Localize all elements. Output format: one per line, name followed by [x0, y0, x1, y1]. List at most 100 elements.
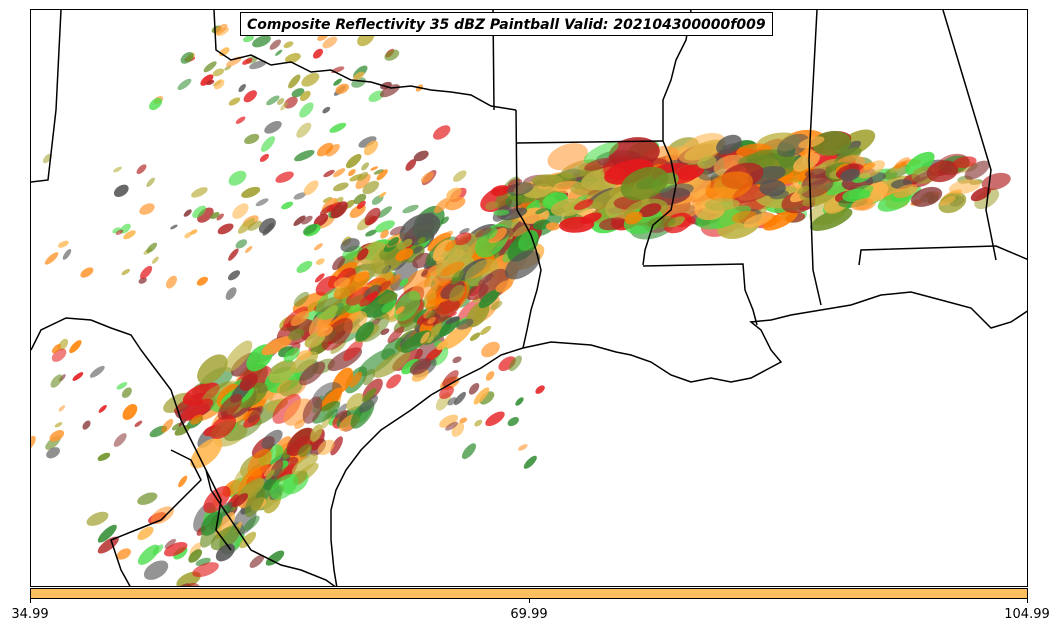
reflectivity-blob [583, 141, 619, 164]
reflectivity-blob [459, 228, 470, 235]
reflectivity-blob [358, 136, 377, 148]
reflectivity-blob [704, 198, 740, 211]
reflectivity-blob [239, 531, 257, 549]
reflectivity-blob [353, 71, 365, 81]
reflectivity-blob [149, 97, 163, 111]
reflectivity-blob [317, 439, 335, 456]
reflectivity-blob [332, 182, 349, 192]
reflectivity-blob [677, 132, 726, 164]
reflectivity-blob [486, 227, 498, 240]
reflectivity-blob [72, 372, 84, 381]
reflectivity-blob [284, 96, 298, 109]
reflectivity-blob [238, 83, 246, 93]
reflectivity-blob [113, 433, 127, 447]
reflectivity-blob [926, 160, 959, 183]
reflectivity-blob [97, 536, 119, 554]
reflectivity-blob [151, 256, 159, 264]
reflectivity-blob [970, 187, 992, 202]
reflectivity-blob [449, 284, 465, 302]
reflectivity-blob [444, 239, 456, 252]
reflectivity-blob [638, 203, 662, 218]
reflectivity-blob [121, 268, 131, 276]
reflectivity-blob [115, 229, 124, 235]
reflectivity-blob [49, 429, 65, 442]
reflectivity-blob [244, 245, 253, 254]
reflectivity-blob [659, 183, 694, 199]
reflectivity-blob [532, 219, 551, 230]
reflectivity-blob [123, 230, 136, 240]
reflectivity-blob [191, 187, 208, 198]
reflectivity-blob [209, 415, 237, 439]
reflectivity-blob [425, 310, 435, 320]
reflectivity-blob [316, 142, 334, 157]
colorbar [30, 588, 1028, 599]
reflectivity-blob [363, 368, 375, 386]
reflectivity-blob [797, 185, 810, 195]
reflectivity-blob [490, 185, 510, 197]
reflectivity-blob [473, 387, 490, 405]
reflectivity-blob [417, 212, 435, 226]
reflectivity-blob [247, 220, 262, 231]
reflectivity-blob [322, 196, 333, 203]
reflectivity-blob [51, 343, 61, 354]
mississippi-river [642, 10, 692, 266]
reflectivity-blob [384, 49, 400, 61]
reflectivity-blob [98, 404, 107, 413]
texas-coastline [330, 347, 524, 586]
reflectivity-blob [217, 393, 243, 420]
reflectivity-blob [475, 227, 492, 238]
reflectivity-blob [380, 229, 389, 239]
reflectivity-blob [212, 68, 225, 77]
reflectivity-paintball-layer [31, 23, 1011, 586]
reflectivity-blob [180, 51, 194, 64]
reflectivity-blob [427, 336, 434, 344]
reflectivity-blob [266, 95, 280, 106]
reflectivity-blob [759, 179, 786, 197]
reflectivity-blob [241, 186, 261, 198]
reflectivity-blob [217, 223, 234, 235]
reflectivity-blob [325, 143, 340, 157]
reflectivity-blob [446, 187, 462, 200]
reflectivity-blob [288, 328, 305, 341]
reflectivity-blob [345, 154, 362, 169]
reflectivity-blob [411, 369, 429, 382]
reflectivity-blob [296, 349, 312, 361]
reflectivity-blob [440, 261, 465, 277]
reflectivity-blob [858, 160, 886, 179]
reflectivity-blob [200, 511, 223, 536]
reflectivity-blob [531, 174, 564, 187]
reflectivity-blob [420, 269, 429, 277]
reflectivity-blob [86, 511, 109, 526]
reflectivity-blob [893, 161, 907, 169]
reflectivity-blob [523, 455, 537, 469]
reflectivity-blob [232, 203, 249, 219]
reflectivity-blob [624, 211, 643, 225]
reflectivity-blob [224, 65, 232, 71]
reflectivity-blob [216, 213, 224, 221]
reflectivity-blob [547, 143, 588, 171]
reflectivity-blob [249, 60, 267, 70]
reflectivity-blob [420, 171, 434, 184]
reflectivity-blob [848, 184, 874, 200]
reflectivity-blob [137, 526, 154, 541]
reflectivity-blob [535, 385, 545, 394]
reflectivity-blob [953, 156, 977, 169]
reflectivity-blob [297, 444, 313, 457]
colorbar-tick-label-mid: 69.99 [510, 607, 548, 622]
reflectivity-blob [343, 340, 363, 362]
reflectivity-blob [262, 222, 274, 236]
reflectivity-blob [184, 232, 192, 239]
reflectivity-blob [420, 331, 430, 344]
reflectivity-blob [893, 184, 918, 199]
reflectivity-blob [434, 197, 450, 214]
reflectivity-blob [183, 209, 192, 217]
reflectivity-blob [402, 204, 419, 214]
reflectivity-blob [228, 97, 241, 106]
reflectivity-blob [237, 382, 268, 408]
reflectivity-blob [296, 122, 312, 138]
reflectivity-blob [513, 224, 531, 237]
reflectivity-blob [190, 229, 198, 235]
reflectivity-blob [225, 287, 237, 300]
tx-la-border [515, 109, 542, 349]
reflectivity-blob [469, 332, 481, 341]
